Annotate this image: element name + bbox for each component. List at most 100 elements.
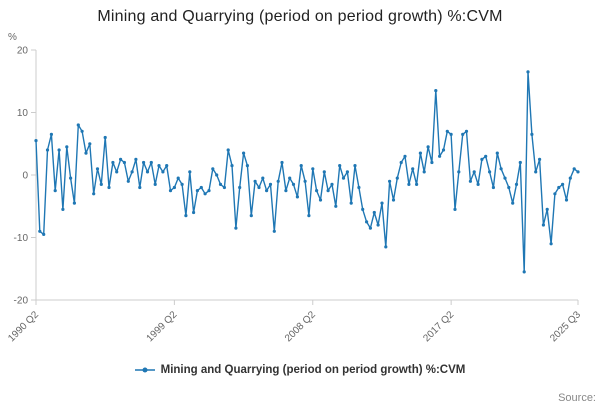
series-point xyxy=(365,220,369,224)
x-tick-label: 2008 Q2 xyxy=(283,309,318,344)
series-point xyxy=(415,182,419,186)
series-point xyxy=(95,167,100,171)
series-point xyxy=(161,170,165,174)
series-point xyxy=(468,179,472,183)
series-point xyxy=(142,160,146,165)
series-point xyxy=(511,201,515,205)
series-point xyxy=(88,142,92,146)
series-point xyxy=(261,176,265,180)
series-point xyxy=(557,185,561,190)
x-tick-label: 2025 Q3 xyxy=(548,309,583,344)
series-point xyxy=(418,151,422,155)
series-point xyxy=(326,189,330,193)
series-point xyxy=(276,179,280,183)
y-tick-label: 20 xyxy=(17,46,29,57)
series-point xyxy=(130,170,134,174)
series-point xyxy=(318,198,323,202)
series-point xyxy=(299,164,303,168)
series-point xyxy=(245,164,249,168)
chart-plot-area: % 20 10 0 -10 -20 1990 Q2 1999 Q2 2008 Q2 2017 Q… xyxy=(6,32,583,344)
series-point xyxy=(295,195,299,199)
series-point xyxy=(507,185,511,190)
series-point xyxy=(268,182,273,186)
series-point xyxy=(34,139,38,143)
series-point xyxy=(45,148,50,152)
series-point xyxy=(230,164,234,168)
source-label: Source: xyxy=(558,392,596,404)
series-point xyxy=(530,132,534,136)
series-point xyxy=(426,145,430,149)
series-point xyxy=(538,157,542,161)
series-point xyxy=(330,182,334,186)
series-point xyxy=(53,189,57,193)
series-point xyxy=(134,157,138,161)
legend: Mining and Quarrying (period on period g… xyxy=(0,364,600,376)
series-point xyxy=(49,132,54,136)
series-point xyxy=(103,135,107,140)
series-point xyxy=(503,176,507,180)
y-tick-label: 10 xyxy=(17,108,29,119)
series-point xyxy=(291,182,296,186)
series-point xyxy=(399,160,403,165)
series-point xyxy=(249,214,253,218)
series-point xyxy=(553,192,557,196)
series-point xyxy=(222,185,226,190)
series-point xyxy=(215,173,219,177)
series-point xyxy=(76,123,80,127)
series-point xyxy=(234,226,238,230)
legend-item[interactable]: Mining and Quarrying (period on period g… xyxy=(134,364,465,376)
series-point xyxy=(434,89,438,93)
series-point xyxy=(526,70,530,74)
series-point xyxy=(211,167,215,171)
series-point xyxy=(388,179,392,183)
series-point xyxy=(349,201,353,205)
series-point xyxy=(188,170,192,174)
series-point xyxy=(107,185,111,190)
series-point xyxy=(80,129,84,133)
series-point xyxy=(484,154,488,158)
series-point xyxy=(522,270,526,274)
series-point xyxy=(307,214,311,218)
series-point xyxy=(272,229,276,233)
series-point xyxy=(242,151,246,155)
series-point xyxy=(572,167,576,171)
series-point xyxy=(541,223,546,227)
series-point xyxy=(253,179,257,183)
series-point xyxy=(69,176,73,180)
series-point xyxy=(145,170,150,174)
series-point xyxy=(545,207,549,211)
y-tick-label: -10 xyxy=(14,233,29,244)
series-point xyxy=(122,160,126,165)
series-point xyxy=(564,198,569,202)
y-tick-label: -20 xyxy=(14,296,29,307)
series-point xyxy=(38,229,42,233)
series-point xyxy=(472,170,476,174)
series-point xyxy=(218,182,223,186)
y-tick-label: 0 xyxy=(22,171,28,182)
series-point xyxy=(345,170,349,174)
series-point xyxy=(576,170,580,174)
series-point xyxy=(192,210,196,215)
series-point xyxy=(368,226,372,230)
series-point xyxy=(284,189,288,193)
series-point xyxy=(561,182,565,186)
x-tick-label: 1999 Q2 xyxy=(145,309,180,344)
series-point xyxy=(157,164,161,168)
series-point xyxy=(334,204,338,208)
series-point xyxy=(57,148,61,152)
series-point xyxy=(361,207,365,211)
y-axis-unit-label: % xyxy=(8,32,17,43)
series-point xyxy=(92,192,96,196)
series-point xyxy=(315,189,319,193)
series-point xyxy=(430,160,434,165)
series-point xyxy=(165,164,169,168)
series-point xyxy=(372,210,376,215)
series-point xyxy=(99,182,103,186)
series-point xyxy=(203,192,207,196)
series-point xyxy=(518,160,522,165)
series-point xyxy=(338,164,342,168)
series-point xyxy=(568,176,572,180)
series-point xyxy=(488,170,492,174)
series-point xyxy=(422,170,426,174)
chart-container: Mining and Quarrying (period on period g… xyxy=(0,8,600,408)
